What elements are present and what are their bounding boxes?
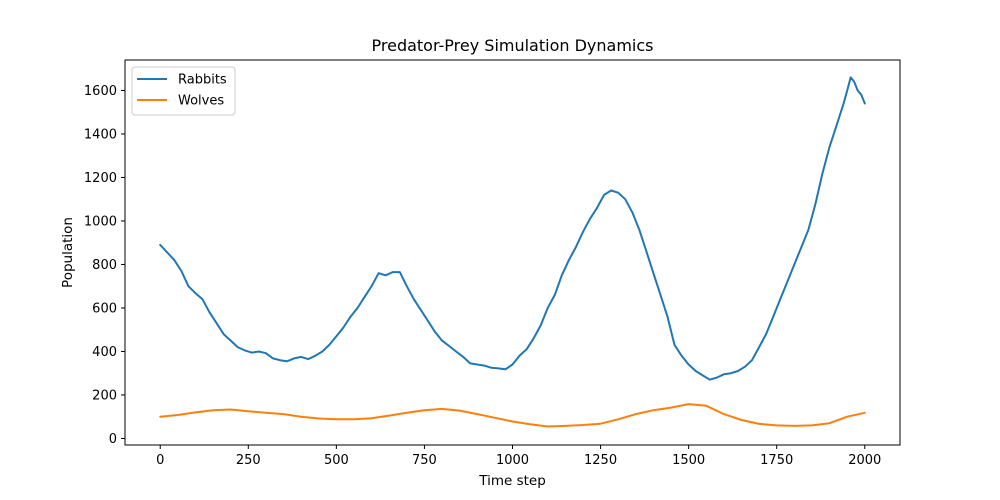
x-tick-label: 1250 bbox=[584, 453, 617, 468]
x-axis-label: Time step bbox=[478, 473, 546, 489]
x-axis-ticks: 0 250 500 750 1000 1250 1500 1750 2000 bbox=[156, 445, 881, 468]
series-line-rabbits bbox=[159, 76, 866, 381]
x-tick-label: 250 bbox=[236, 453, 261, 468]
chart-title: Predator-Prey Simulation Dynamics bbox=[372, 36, 654, 55]
y-tick-label: 1600 bbox=[84, 84, 117, 99]
x-tick-label: 1000 bbox=[496, 453, 529, 468]
x-tick-label: 0 bbox=[156, 453, 164, 468]
x-tick-label: 1750 bbox=[760, 453, 793, 468]
legend-label-wolves: Wolves bbox=[178, 94, 224, 109]
y-tick-label: 200 bbox=[92, 388, 117, 403]
x-tick-label: 500 bbox=[324, 453, 349, 468]
y-axis-ticks: 0 200 400 600 800 1000 1200 1400 1600 bbox=[84, 84, 125, 447]
legend-label-rabbits: Rabbits bbox=[178, 73, 227, 88]
y-tick-label: 800 bbox=[92, 258, 117, 273]
y-tick-label: 600 bbox=[92, 301, 117, 316]
legend: Rabbits Wolves bbox=[131, 66, 236, 116]
y-tick-label: 1400 bbox=[84, 127, 117, 142]
y-tick-label: 1200 bbox=[84, 171, 117, 186]
series-line-wolves bbox=[159, 403, 866, 428]
x-tick-label: 2000 bbox=[848, 453, 881, 468]
x-tick-label: 750 bbox=[412, 453, 437, 468]
x-tick-label: 1500 bbox=[672, 453, 705, 468]
y-tick-label: 0 bbox=[109, 432, 117, 447]
series-lines bbox=[159, 76, 866, 428]
y-tick-label: 400 bbox=[92, 345, 117, 360]
y-tick-label: 1000 bbox=[84, 214, 117, 229]
y-axis-label: Population bbox=[60, 217, 76, 288]
